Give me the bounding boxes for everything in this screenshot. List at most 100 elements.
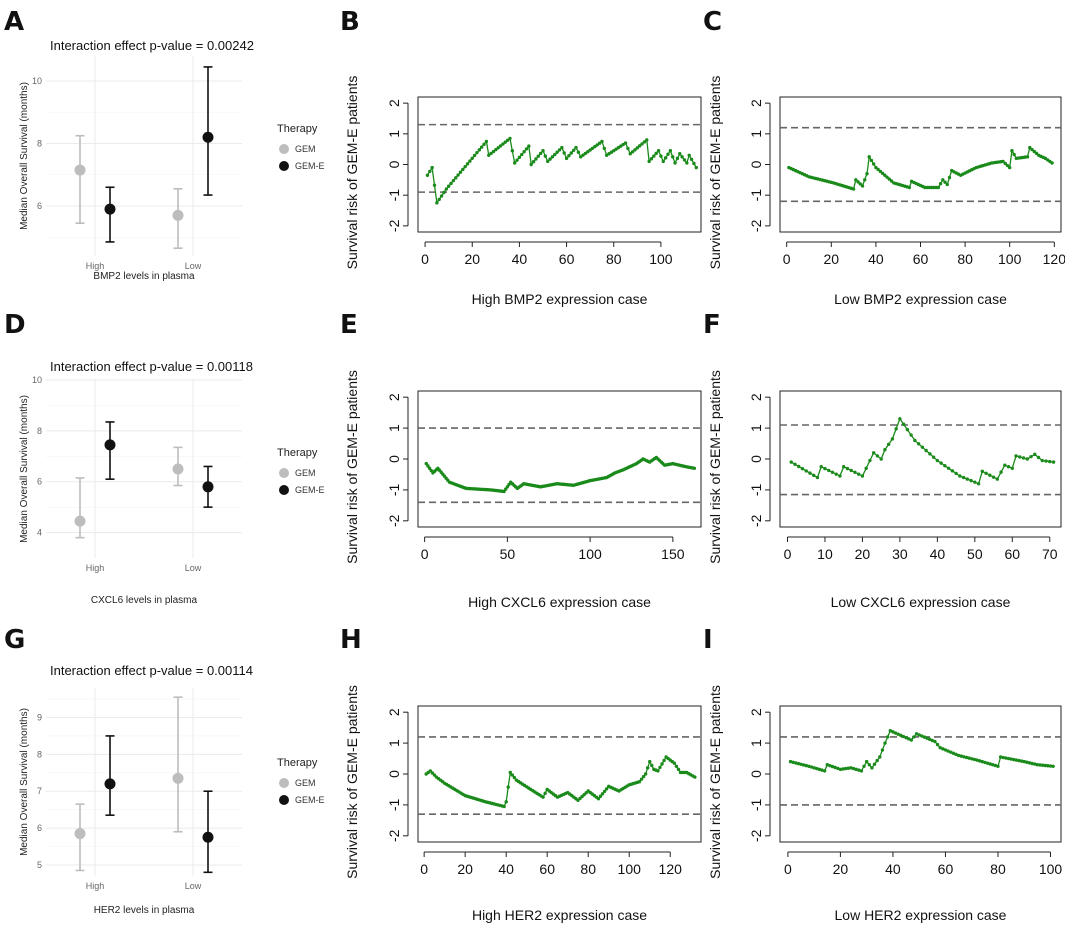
risk-point — [905, 427, 910, 432]
risk-point — [442, 190, 446, 195]
risk-point — [470, 156, 474, 160]
errorbar-chart-a: Interaction effect p-value = 0.00242 6 8 10… — [19, 38, 325, 282]
risk-point — [901, 734, 906, 739]
risk-point — [581, 153, 585, 157]
risk-point — [652, 154, 656, 158]
risk-point — [965, 477, 970, 481]
risk-point — [879, 457, 883, 461]
plot-frame — [417, 390, 702, 528]
risk-point — [477, 148, 482, 152]
risk-point — [938, 181, 943, 186]
y-tick-label: 2 — [748, 99, 764, 107]
risk-point — [845, 466, 850, 471]
risk-point — [673, 161, 677, 165]
risk-point — [596, 797, 601, 801]
risk-point — [833, 765, 837, 770]
legend-marker-gem — [279, 468, 289, 478]
risk-point — [676, 767, 681, 772]
x-tick-label: 80 — [957, 251, 973, 267]
risk-point — [449, 181, 453, 186]
risk-point — [498, 144, 503, 148]
risk-point — [925, 736, 929, 740]
risk-point — [576, 150, 581, 154]
risk-point — [808, 471, 812, 475]
risk-point — [595, 143, 599, 147]
risk-point — [682, 158, 687, 162]
risk-point — [1051, 460, 1056, 464]
risk-point — [988, 473, 992, 477]
risk-point — [430, 165, 434, 170]
point-gem-e — [104, 778, 116, 790]
risk-point — [946, 466, 951, 470]
y-axis-title: Survival risk of GEM-E patients — [707, 76, 723, 270]
risk-point — [809, 765, 814, 769]
risk-point — [999, 470, 1003, 474]
x-tick-label: 50 — [500, 546, 516, 562]
risk-point — [822, 769, 827, 773]
risk-point — [1038, 763, 1042, 767]
risk-point — [1046, 764, 1050, 768]
risk-point — [851, 766, 856, 771]
risk-point — [991, 763, 995, 767]
y-tick-label: 9 — [37, 712, 42, 722]
risk-point — [1014, 454, 1018, 458]
risk-point — [870, 766, 874, 770]
risk-point — [869, 158, 874, 163]
risk-point — [512, 161, 517, 165]
risk-point — [642, 140, 647, 144]
risk-point — [432, 773, 437, 777]
risk-point — [1040, 458, 1044, 463]
point-gem — [172, 209, 184, 221]
panel-label-d: D — [4, 310, 26, 340]
risk-point — [1019, 759, 1024, 763]
y-tick-label: 6 — [37, 823, 42, 833]
risk-point — [693, 775, 697, 779]
risk-point — [659, 154, 663, 158]
risk-point — [860, 184, 865, 188]
risk-point — [864, 759, 869, 764]
chart-title: Interaction effect p-value = 0.00114 — [50, 663, 253, 678]
risk-point — [1032, 149, 1036, 154]
risk-point — [1033, 452, 1037, 457]
risk-point — [812, 473, 816, 478]
risk-point — [694, 165, 698, 170]
risk-point — [633, 148, 637, 152]
risk-point — [454, 176, 458, 180]
risk-point — [804, 469, 808, 473]
x-tick-label: 70 — [1042, 546, 1058, 562]
errorbar-chart-g: Interaction effect p-value = 0.00114 5 6 7 8… — [19, 663, 325, 916]
risk-point — [505, 138, 510, 142]
plot-frame — [779, 390, 1062, 528]
risk-point — [637, 780, 642, 784]
risk-point — [801, 763, 806, 767]
x-tick-label: 50 — [967, 546, 983, 562]
y-tick-label: -1 — [748, 798, 764, 811]
risk-point — [687, 153, 691, 157]
risk-point — [1028, 145, 1032, 150]
risk-point — [888, 729, 892, 733]
risk-point — [838, 474, 842, 478]
risk-point — [898, 417, 902, 421]
risk-point — [484, 139, 489, 144]
x-tick-label: 100 — [578, 546, 602, 562]
risk-point — [541, 148, 545, 153]
risk-point — [645, 766, 650, 770]
x-tick-label: High — [86, 261, 105, 271]
risk-point — [891, 730, 895, 734]
risk-point — [630, 150, 635, 154]
risk-point — [841, 465, 846, 469]
risk-point — [1048, 459, 1052, 464]
x-tick-label: 40 — [512, 251, 528, 267]
risk-point — [541, 795, 545, 799]
risk-point — [569, 151, 573, 155]
legend-item: GEM-E — [295, 161, 325, 171]
risk-point — [920, 445, 925, 449]
risk-point — [976, 482, 981, 486]
risk-point — [650, 763, 654, 768]
risk-point — [867, 763, 871, 767]
risk-point — [458, 170, 463, 174]
risk-point — [975, 758, 979, 762]
risk-point — [922, 735, 927, 739]
risk-point — [1030, 147, 1034, 152]
